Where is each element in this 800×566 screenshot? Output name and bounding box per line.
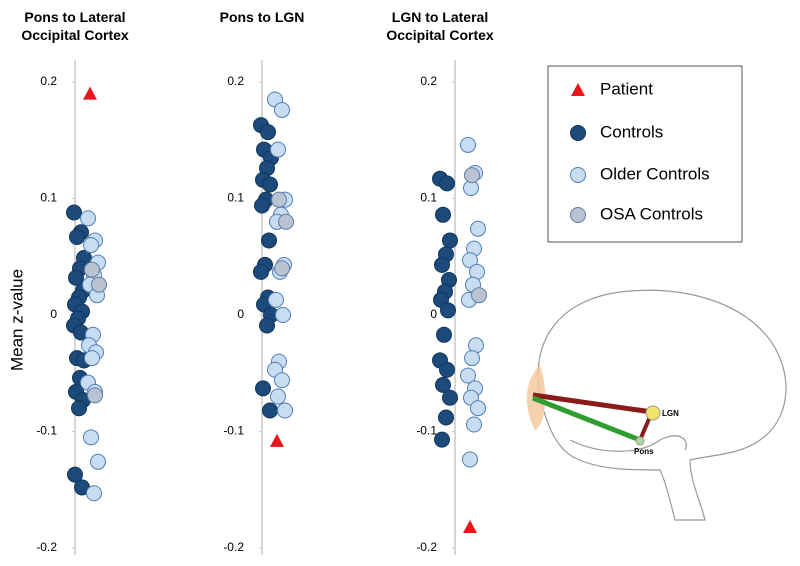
point bbox=[270, 141, 286, 158]
point bbox=[91, 276, 107, 293]
y-tick-label: 0.2 bbox=[40, 74, 57, 88]
tract-lgn-occipital bbox=[532, 392, 653, 415]
point bbox=[71, 400, 87, 417]
point bbox=[462, 252, 478, 269]
panel-title: Pons to Lateral Occipital Cortex bbox=[21, 9, 129, 43]
patient-marker bbox=[463, 520, 477, 534]
point bbox=[90, 453, 106, 470]
point bbox=[274, 260, 290, 277]
y-tick-label: -0.1 bbox=[36, 424, 57, 438]
point bbox=[69, 228, 85, 245]
point bbox=[262, 176, 278, 193]
y-tick-label: 0.2 bbox=[227, 74, 244, 88]
legend-marker bbox=[570, 207, 586, 223]
point bbox=[435, 206, 451, 223]
y-tick-label: 0 bbox=[50, 307, 57, 321]
y-tick-label: 0.1 bbox=[420, 191, 437, 205]
point bbox=[262, 402, 278, 419]
diagram-label: Pons bbox=[634, 447, 654, 456]
point bbox=[84, 350, 100, 367]
y-axis-label: Mean z-value bbox=[7, 269, 26, 371]
point bbox=[275, 307, 291, 323]
legend-marker bbox=[570, 125, 586, 141]
point bbox=[440, 302, 456, 319]
legend-marker bbox=[570, 167, 586, 183]
point bbox=[442, 389, 458, 406]
y-tick-label: 0.1 bbox=[227, 191, 244, 205]
diagram-label: LGN bbox=[662, 409, 679, 418]
point bbox=[439, 361, 455, 378]
point bbox=[464, 350, 480, 367]
point bbox=[66, 204, 82, 221]
point bbox=[86, 485, 102, 502]
point bbox=[274, 372, 290, 389]
point bbox=[268, 291, 284, 308]
point bbox=[434, 256, 450, 273]
y-tick-label: 0.2 bbox=[420, 74, 437, 88]
patient-marker bbox=[83, 86, 97, 100]
point bbox=[84, 261, 100, 278]
point bbox=[466, 416, 482, 433]
point bbox=[471, 287, 487, 304]
point bbox=[438, 409, 454, 426]
point bbox=[435, 376, 451, 393]
point bbox=[254, 197, 270, 214]
point bbox=[460, 367, 476, 384]
pons-node bbox=[635, 436, 645, 446]
point bbox=[260, 124, 276, 141]
legend-label: Controls bbox=[600, 122, 663, 141]
point bbox=[460, 136, 476, 153]
point bbox=[464, 167, 480, 184]
lgn-node bbox=[645, 405, 661, 421]
point bbox=[277, 402, 293, 419]
point bbox=[261, 232, 277, 249]
legend-label: Patient bbox=[600, 79, 653, 98]
point bbox=[439, 175, 455, 192]
point bbox=[278, 213, 294, 230]
point bbox=[434, 431, 450, 448]
point bbox=[270, 388, 286, 405]
point bbox=[80, 210, 96, 227]
point bbox=[259, 317, 275, 334]
y-tick-label: -0.2 bbox=[223, 540, 244, 554]
point bbox=[253, 263, 269, 280]
y-tick-label: -0.1 bbox=[223, 424, 244, 438]
brain-fold bbox=[569, 435, 687, 452]
brain-diagram: LGN Pons bbox=[526, 289, 787, 521]
point bbox=[470, 220, 486, 237]
legend-label: OSA Controls bbox=[600, 204, 703, 223]
point bbox=[87, 387, 103, 404]
point bbox=[68, 269, 84, 286]
brain-outline bbox=[537, 289, 787, 521]
tract-pons-occipital bbox=[532, 395, 641, 443]
y-tick-label: 0 bbox=[430, 307, 437, 321]
patient-marker bbox=[270, 433, 284, 447]
y-tick-label: -0.2 bbox=[416, 540, 437, 554]
panel-title: Pons to LGN bbox=[219, 9, 305, 25]
point bbox=[462, 451, 478, 468]
point bbox=[83, 237, 99, 254]
panel-title: LGN to Lateral Occipital Cortex bbox=[386, 9, 494, 43]
y-tick-label: -0.2 bbox=[36, 540, 57, 554]
point bbox=[436, 326, 452, 343]
point bbox=[470, 400, 486, 417]
point bbox=[271, 191, 287, 208]
point bbox=[67, 466, 83, 483]
legend-label: Older Controls bbox=[600, 164, 710, 183]
y-tick-label: -0.1 bbox=[416, 424, 437, 438]
point bbox=[255, 380, 271, 397]
point bbox=[83, 429, 99, 446]
point bbox=[442, 232, 458, 249]
legend-marker bbox=[571, 83, 585, 96]
point bbox=[274, 101, 290, 118]
y-tick-label: 0 bbox=[237, 307, 244, 321]
y-tick-label: 0.1 bbox=[40, 191, 57, 205]
